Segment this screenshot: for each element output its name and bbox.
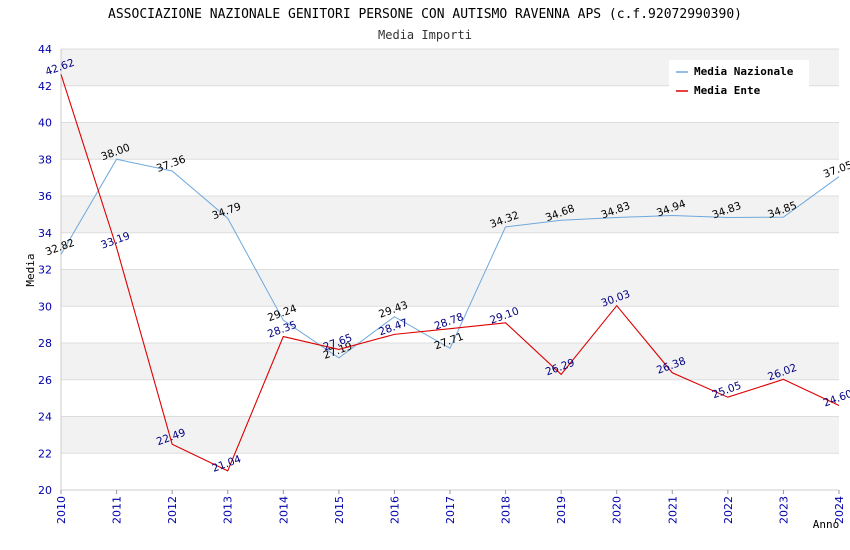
legend-label-media-ente: Media Ente [694, 84, 761, 97]
legend-box [669, 60, 809, 108]
x-tick-label: 2014 [277, 496, 290, 524]
x-tick-label: 2023 [777, 496, 790, 524]
y-tick-label: 42 [38, 80, 52, 93]
x-tick-label: 2011 [111, 496, 124, 524]
x-tick-label: 2024 [833, 496, 846, 524]
x-tick-label: 2013 [222, 496, 235, 524]
plot-background [61, 49, 839, 490]
y-tick-label: 34 [38, 227, 52, 240]
x-tick-label: 2020 [611, 496, 624, 524]
x-tick-label: 2015 [333, 496, 346, 524]
x-tick-label: 2018 [500, 496, 513, 524]
chart-title: ASSOCIAZIONE NAZIONALE GENITORI PERSONE … [108, 7, 742, 22]
legend: Media Nazionale Media Ente [669, 60, 809, 108]
y-tick-label: 26 [38, 374, 52, 387]
plot-band [61, 196, 839, 233]
x-axis-label: Anno [813, 518, 840, 531]
plot-band [61, 269, 839, 307]
plot-band [61, 379, 839, 417]
plot-band [61, 453, 839, 490]
y-tick-label: 22 [38, 447, 52, 460]
x-tick-label: 2012 [166, 496, 179, 524]
y-axis-ticks: 20 22 24 26 28 30 32 34 36 38 40 42 44 [38, 43, 52, 497]
y-tick-label: 20 [38, 484, 52, 497]
x-tick-label: 2019 [555, 496, 568, 524]
series-line-media-nazionale [60, 158, 840, 359]
y-axis-label: Media [24, 253, 37, 286]
plot-band [61, 343, 839, 380]
x-tick-label: 2017 [444, 496, 457, 524]
y-tick-label: 38 [38, 153, 52, 166]
plot-band [61, 416, 839, 454]
y-tick-label: 40 [38, 117, 52, 130]
series-line-media-ente [60, 74, 840, 472]
x-tick-label: 2016 [388, 496, 401, 524]
plot-band [61, 159, 839, 196]
plot-band [61, 306, 839, 343]
x-tick-label: 2021 [666, 496, 679, 524]
x-axis-ticks: 2010 2011 2012 2013 2014 2015 2016 2017 2018 2019… [55, 490, 846, 524]
y-tick-label: 32 [38, 264, 52, 277]
y-tick-label: 44 [38, 43, 52, 56]
y-tick-label: 36 [38, 190, 52, 203]
y-tick-label: 28 [38, 337, 52, 350]
y-tick-label: 24 [38, 411, 52, 424]
x-tick-label: 2022 [722, 496, 735, 524]
y-tick-label: 30 [38, 300, 52, 313]
x-tick-label: 2010 [55, 496, 68, 524]
chart-subtitle: Media Importi [378, 28, 472, 42]
legend-label-media-nazionale: Media Nazionale [694, 65, 794, 78]
plot-band [61, 122, 839, 160]
plot-band [61, 232, 839, 270]
